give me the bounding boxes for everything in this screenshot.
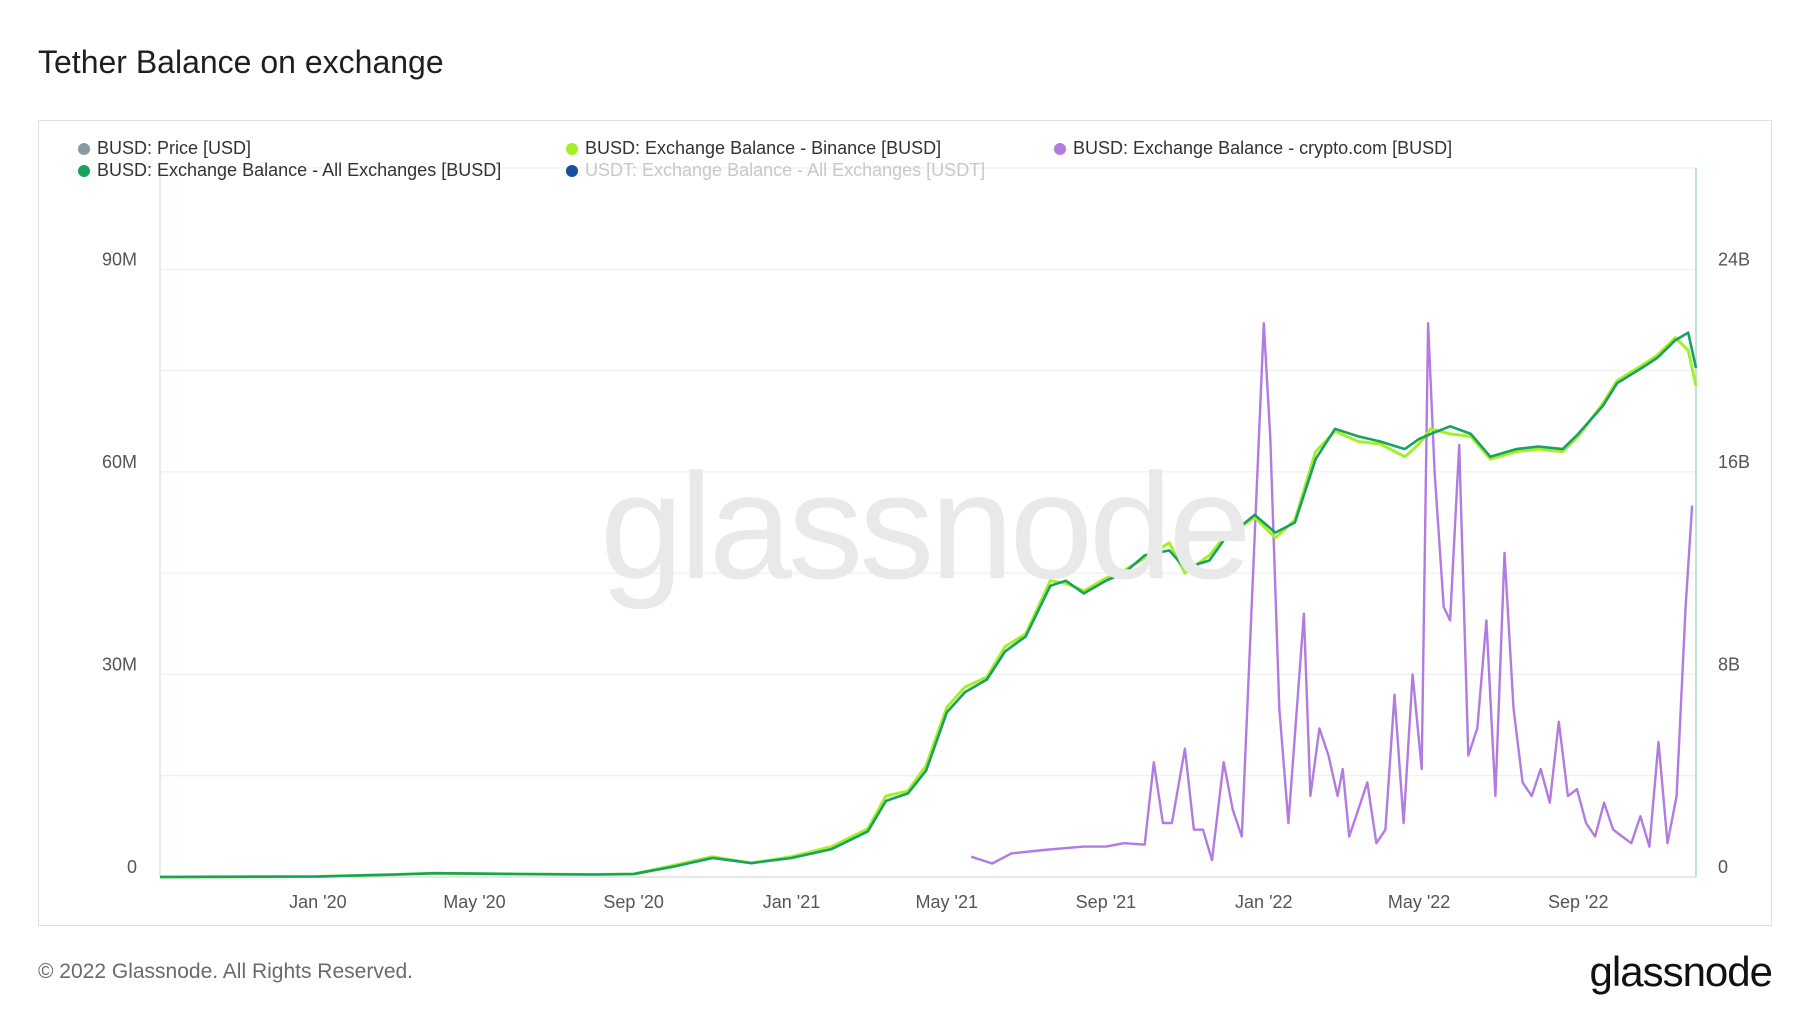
legend-swatch-icon bbox=[78, 142, 90, 155]
legend-item[interactable]: USDT: Exchange Balance - All Exchanges [… bbox=[566, 160, 985, 181]
y-left-tick-label: 30M bbox=[102, 654, 137, 674]
y-right-tick-label: 0 bbox=[1718, 857, 1728, 877]
legend-item[interactable]: BUSD: Price [USD] bbox=[78, 138, 251, 159]
legend-swatch-icon bbox=[78, 164, 90, 177]
legend-item[interactable]: BUSD: Exchange Balance - crypto.com [BUS… bbox=[1054, 138, 1452, 159]
legend-label: USDT: Exchange Balance - All Exchanges [… bbox=[585, 160, 986, 180]
legend-swatch-icon bbox=[1054, 142, 1066, 155]
x-tick-label: Sep '20 bbox=[603, 892, 664, 912]
series-line-2 bbox=[970, 322, 1694, 865]
legend-label: BUSD: Exchange Balance - Binance [BUSD] bbox=[585, 138, 942, 158]
y-right-tick-label: 24B bbox=[1718, 249, 1750, 269]
legend-label: BUSD: Price [USD] bbox=[97, 138, 252, 158]
y-left-tick-label: 0 bbox=[127, 857, 137, 877]
legend-item[interactable]: BUSD: Exchange Balance - All Exchanges [… bbox=[78, 160, 501, 181]
x-tick-label: Jan '21 bbox=[763, 892, 820, 912]
x-tick-label: Jan '20 bbox=[289, 892, 346, 912]
left-tick-labels: 0 30M 60M 90M bbox=[102, 249, 137, 877]
y-right-tick-label: 8B bbox=[1718, 654, 1740, 674]
legend-label: BUSD: Exchange Balance - All Exchanges [… bbox=[97, 160, 502, 180]
series-line-0 bbox=[159, 331, 1698, 879]
grid-lines bbox=[160, 167, 1696, 777]
y-left-tick-label: 90M bbox=[102, 249, 137, 269]
x-tick-label: Sep '22 bbox=[1548, 892, 1609, 912]
x-tick-label: May '22 bbox=[1388, 892, 1450, 912]
axis-lines bbox=[159, 168, 1697, 878]
copyright-text: © 2022 Glassnode. All Rights Reserved. bbox=[38, 960, 414, 983]
legend-swatch-icon bbox=[566, 142, 578, 155]
legend-item[interactable]: BUSD: Exchange Balance - Binance [BUSD] bbox=[566, 138, 941, 159]
series-group bbox=[159, 322, 1698, 879]
x-tick-labels: Jan '20 May '20 Sep '20 Jan '21 May '21 Sep '… bbox=[289, 892, 1608, 912]
y-right-tick-label: 16B bbox=[1718, 452, 1750, 472]
y-left-tick-label: 60M bbox=[102, 452, 137, 472]
chart-frame bbox=[38, 120, 1772, 926]
page-title: Tether Balance on exchange bbox=[38, 44, 444, 80]
legend-label: BUSD: Exchange Balance - crypto.com [BUS… bbox=[1073, 138, 1453, 158]
x-tick-label: Jan '22 bbox=[1235, 892, 1292, 912]
series-line-1 bbox=[159, 336, 1698, 879]
glassnode-logo: glassnode bbox=[1589, 948, 1773, 995]
x-tick-label: Sep '21 bbox=[1076, 892, 1137, 912]
x-tick-label: May '20 bbox=[443, 892, 505, 912]
x-tick-label: May '21 bbox=[916, 892, 978, 912]
right-tick-labels: 0 8B 16B 24B bbox=[1718, 249, 1750, 877]
legend-swatch-icon bbox=[566, 164, 578, 177]
